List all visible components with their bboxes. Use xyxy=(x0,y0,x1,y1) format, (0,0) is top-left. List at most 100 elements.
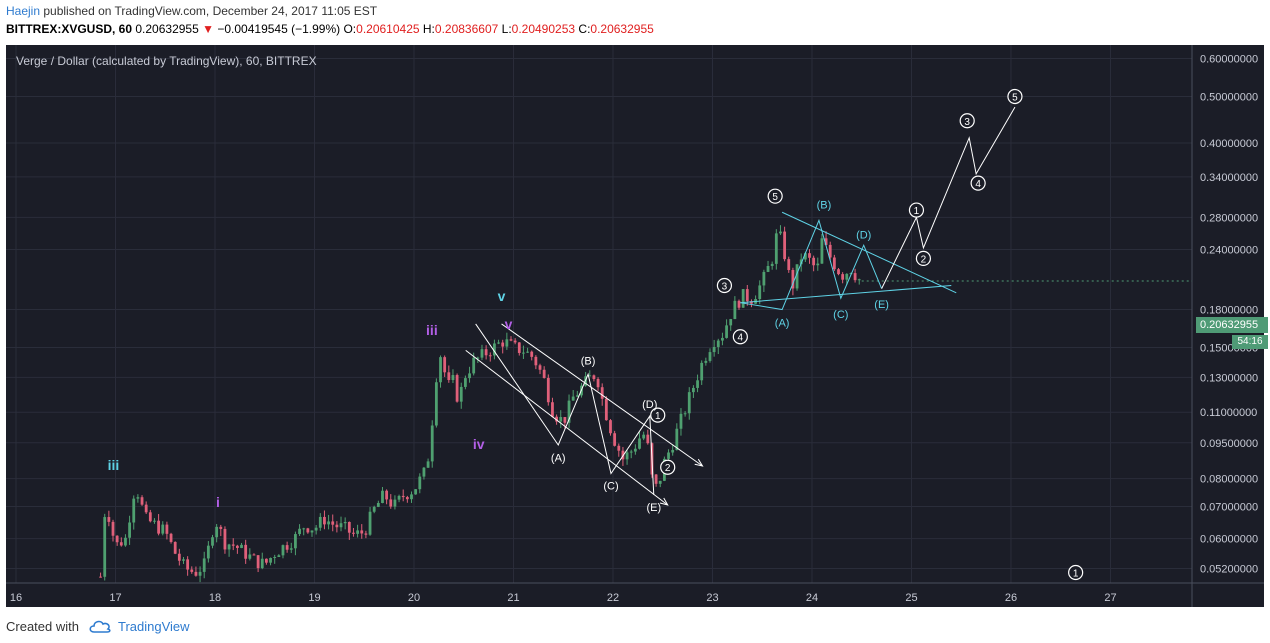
candle-body xyxy=(115,535,119,543)
candle-body xyxy=(128,522,131,538)
y-tick-label: 0.18000000 xyxy=(1200,305,1258,317)
candle-body xyxy=(372,506,376,512)
candle-body xyxy=(480,349,484,358)
candle-body xyxy=(439,357,442,383)
wave-label-circle xyxy=(716,277,733,294)
candle-body xyxy=(679,413,683,429)
candle-body xyxy=(509,339,513,341)
candle-body xyxy=(803,253,807,260)
candle-body xyxy=(841,274,845,280)
projection-label-circle xyxy=(915,250,932,267)
candle-body xyxy=(310,530,314,533)
y-tick-label: 0.50000000 xyxy=(1200,91,1258,103)
candle-body xyxy=(136,497,140,499)
wave-label-circle xyxy=(732,329,748,345)
wave-label-circle xyxy=(767,188,783,204)
author-link[interactable]: Haejin xyxy=(6,4,41,18)
candle-body xyxy=(194,571,198,576)
wave-label-circle xyxy=(650,407,666,423)
channel-lower-arrow-head xyxy=(659,497,669,506)
chart-panel[interactable]: 0.60000000 0.50000000 0.40000000 0.34000000… xyxy=(6,45,1268,607)
triangle-label: (B) xyxy=(817,199,832,211)
candle-body xyxy=(434,382,438,426)
candle-body xyxy=(750,301,753,304)
x-tick-label: 23 xyxy=(706,592,718,604)
degree-label: i xyxy=(216,494,220,510)
candle-body xyxy=(857,279,861,281)
candle-body xyxy=(737,300,741,308)
cloud-logo-icon[interactable] xyxy=(88,618,112,634)
candle-body xyxy=(542,369,546,378)
wave-label: 1 xyxy=(655,411,661,422)
low-label: L: xyxy=(501,22,512,36)
candle-body xyxy=(356,530,360,534)
candle-body xyxy=(774,233,778,264)
candle-body xyxy=(273,556,277,558)
close-label: C: xyxy=(578,22,591,36)
candle-body xyxy=(219,526,223,529)
candle-body xyxy=(741,289,745,308)
candle-body xyxy=(795,264,799,289)
candle-body xyxy=(177,553,181,561)
wave-label: (E) xyxy=(646,502,661,514)
candle-body xyxy=(522,352,525,354)
triangle-label: (D) xyxy=(856,229,871,241)
degree-label: iii xyxy=(426,322,438,338)
candle-body xyxy=(327,521,330,525)
x-tick-label: 19 xyxy=(308,592,320,604)
candle-body xyxy=(484,349,488,356)
chart-canvas[interactable]: 0.60000000 0.50000000 0.40000000 0.34000000… xyxy=(6,45,1264,607)
down-arrow-icon: ▼ xyxy=(202,22,215,36)
candle-body xyxy=(401,495,405,498)
candle-body xyxy=(463,378,467,387)
projection-label-circle xyxy=(959,113,975,129)
candle-body xyxy=(613,433,617,446)
candle-body xyxy=(347,521,351,533)
candle-body xyxy=(600,387,604,399)
chart-header: Haejin published on TradingView.com, Dec… xyxy=(0,0,1270,44)
candle-body xyxy=(410,494,413,500)
y-tick-label: 0.40000000 xyxy=(1200,138,1258,150)
candle-body xyxy=(393,499,397,507)
candle-body xyxy=(231,544,235,546)
projection-path xyxy=(881,106,1016,289)
candle-body xyxy=(828,244,832,258)
candle-body xyxy=(501,342,505,347)
candle-body xyxy=(144,504,148,513)
candle-body xyxy=(530,351,534,357)
candle-body xyxy=(418,476,422,490)
candle-body xyxy=(385,490,389,500)
candle-body xyxy=(455,375,459,402)
candle-body xyxy=(633,448,637,452)
candle-body xyxy=(683,413,687,415)
last-price-badge: 0.20632955 xyxy=(1196,317,1268,333)
candle-body xyxy=(497,342,500,344)
candle-body xyxy=(733,300,737,320)
candle-body xyxy=(559,417,563,422)
candle-body xyxy=(169,533,173,542)
candle-body xyxy=(745,289,749,302)
candle-body xyxy=(551,402,554,417)
candle-body xyxy=(779,231,782,234)
y-tick-label: 0.13000000 xyxy=(1200,372,1258,384)
tradingview-link[interactable]: TradingView xyxy=(118,619,190,634)
candle-body xyxy=(430,425,434,462)
candle-body xyxy=(832,257,836,270)
candle-body xyxy=(493,343,496,356)
candle-body xyxy=(119,542,123,546)
y-tick-label: 0.08000000 xyxy=(1200,474,1258,486)
candle-body xyxy=(215,526,219,538)
candle-body xyxy=(567,400,571,423)
candle-body xyxy=(534,356,538,366)
candle-body xyxy=(240,544,243,548)
channel-upper-arrow-head xyxy=(694,458,704,467)
candle-body xyxy=(812,257,816,266)
candle-body xyxy=(99,576,102,578)
candle-body xyxy=(323,516,326,525)
candle-body xyxy=(264,558,268,563)
candle-body xyxy=(451,375,455,380)
candle-body xyxy=(318,516,322,528)
footer: Created with TradingView xyxy=(0,608,1270,643)
candle-body xyxy=(459,386,463,402)
candle-body xyxy=(638,438,641,449)
